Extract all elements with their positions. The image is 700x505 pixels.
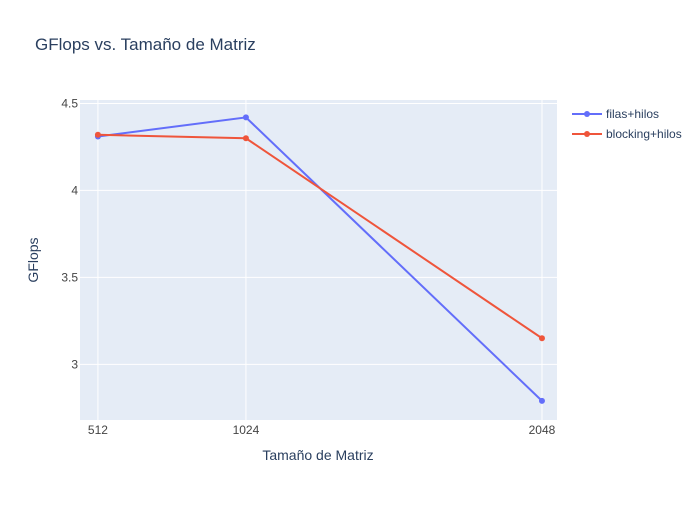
x-tick-label: 1024 [233,423,260,437]
x-axis-label: Tamaño de Matriz [262,447,373,463]
x-tick-label: 512 [88,423,108,437]
data-point [242,114,249,121]
chart-title: GFlops vs. Tamaño de Matriz [35,35,256,54]
legend: filas+hilos blocking+hilos [572,107,682,141]
grid-lines [80,100,557,420]
y-tick-label: 4.5 [61,96,78,110]
data-point [94,131,101,138]
y-tick-label: 3 [71,357,78,371]
data-point [538,397,545,404]
x-tick-label: 2048 [529,423,556,437]
series-points [94,114,545,404]
data-point [538,335,545,342]
plot-area [80,100,557,420]
data-point [242,135,249,142]
y-axis-label: GFlops [25,237,41,282]
x-axis-ticks: 512 1024 2048 [88,423,556,437]
y-axis-ticks: 3 3.5 4 4.5 [61,96,78,371]
legend-marker [584,131,590,137]
legend-marker [584,111,590,117]
legend-item-label: filas+hilos [606,107,659,121]
legend-item-label: blocking+hilos [606,127,682,141]
y-tick-label: 4 [71,183,78,197]
y-tick-label: 3.5 [61,270,78,284]
